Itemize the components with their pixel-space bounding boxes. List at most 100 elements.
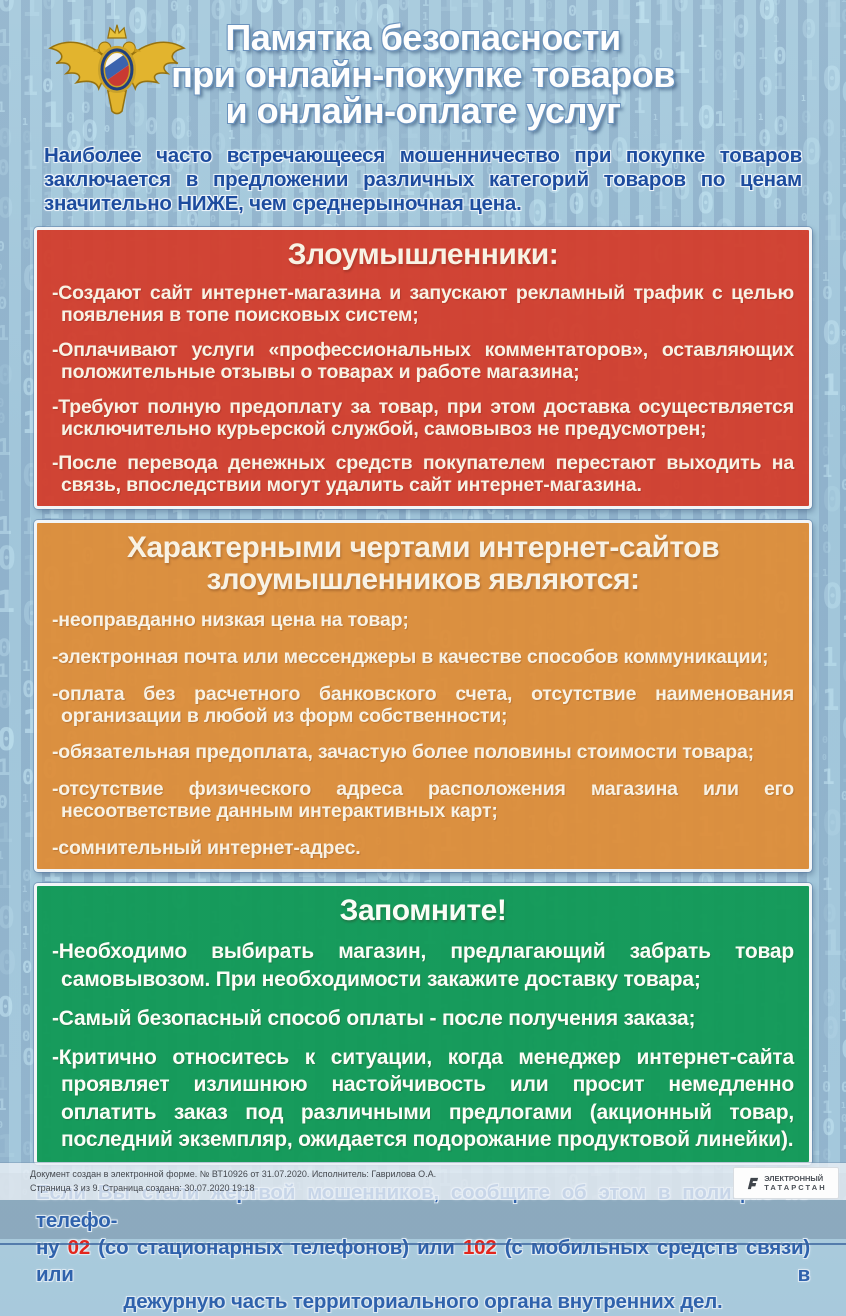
matrix-digit: 0 <box>333 136 348 164</box>
matrix-digit: 0 <box>633 170 648 198</box>
matrix-digit: 0 <box>697 168 707 186</box>
matrix-digit: 1 <box>422 34 441 70</box>
logo-line-2: ТАТАРСТАН <box>764 1183 827 1192</box>
matrix-digit: 0 <box>255 104 269 129</box>
matrix-digit: 1 <box>460 0 479 12</box>
matrix-digit: 0 <box>0 264 2 273</box>
matrix-digit: 0 <box>276 183 290 208</box>
matrix-digit: 0 <box>0 411 6 427</box>
matrix-digit: 1 <box>375 181 397 222</box>
matrix-digit: 1 <box>316 0 334 31</box>
matrix-digit: 1 <box>81 1 97 30</box>
matrix-digit: 1 <box>0 26 11 52</box>
matrix-digit: 1 <box>422 22 429 35</box>
matrix-digit: 0 <box>546 166 563 199</box>
matrix-digit: 1 <box>255 865 267 887</box>
matrix-digit: 0 <box>353 0 375 33</box>
matrix-digit: 0 <box>653 45 664 65</box>
matrix-digit: 0 <box>42 56 53 77</box>
matrix-digit: 1 <box>228 128 236 142</box>
matrix-digit: 0 <box>568 187 585 220</box>
matrix-digit: 1 <box>653 0 675 34</box>
list-item: -Самый безопасный способ оплаты - после … <box>52 1006 696 1030</box>
matrix-digit: 1 <box>255 33 265 51</box>
matrix-digit: 0 <box>210 127 227 160</box>
matrix-digit: 0 <box>398 58 417 93</box>
matrix-digit: 1 <box>0 435 11 461</box>
matrix-digit: 1 <box>504 73 517 97</box>
matrix-digit: 0 <box>228 0 250 24</box>
matrix-digit: 1 <box>0 585 16 620</box>
matrix-digit: 1 <box>316 189 326 208</box>
matrix-digit: 0 <box>186 186 197 207</box>
matrix-digit: 0 <box>127 165 144 198</box>
matrix-digit: 0 <box>66 169 83 200</box>
matrix-digit: 1 <box>66 0 76 6</box>
matrix-digit: 0 <box>276 23 286 42</box>
matrix-digit: 1 <box>546 157 552 167</box>
phone-number-102: 102 <box>462 1235 497 1259</box>
matrix-digit: 0 <box>375 167 382 180</box>
matrix-digit: 1 <box>546 43 555 59</box>
matrix-digit: 0 <box>0 539 17 577</box>
matrix-digit: 1 <box>22 71 39 102</box>
section-site-traits-title: Характерными чертами интернет-сайтов зло… <box>126 531 720 596</box>
matrix-digit: 0 <box>714 48 723 64</box>
matrix-digit: 1 <box>568 114 578 133</box>
matrix-digit: 0 <box>375 80 392 111</box>
matrix-digit: 1 <box>22 659 31 675</box>
matrix-digit: 1 <box>255 170 266 191</box>
phone-notice-text: (со стационарных телефонов) или <box>90 1235 463 1259</box>
matrix-digit: 0 <box>0 61 13 91</box>
matrix-digit: 0 <box>316 118 329 142</box>
matrix-digit: 1 <box>42 187 57 215</box>
matrix-digit: 0 <box>276 0 290 9</box>
matrix-digit: 1 <box>210 27 223 51</box>
matrix-digit: 1 <box>22 792 29 805</box>
section-site-traits: Характерными чертами интернет-сайтов зло… <box>34 520 812 872</box>
matrix-digit: 1 <box>353 73 370 106</box>
matrix-digit: 0 <box>228 506 238 525</box>
matrix-digit: 0 <box>0 0 16 19</box>
list-item: -После перевода денежных средств покупат… <box>52 452 794 497</box>
matrix-digit: 0 <box>504 111 519 139</box>
matrix-digit: 1 <box>504 4 515 25</box>
matrix-digit: 1 <box>0 321 10 345</box>
matrix-digit: 1 <box>504 152 525 192</box>
matrix-digit: 0 <box>398 21 404 31</box>
matrix-digit: 1 <box>42 147 52 165</box>
matrix-digit: 1 <box>228 83 235 96</box>
matrix-digit: 1 <box>170 180 183 204</box>
matrix-digit: 1 <box>398 107 420 147</box>
matrix-digit: 0 <box>422 156 440 190</box>
matrix-digit: 1 <box>0 849 4 862</box>
matrix-digit: 1 <box>653 113 658 122</box>
matrix-digit: 1 <box>22 182 36 208</box>
matrix-digit: 1 <box>673 102 690 133</box>
matrix-digit: 0 <box>0 792 8 813</box>
matrix-digit: 0 <box>210 214 217 225</box>
matrix-digit: 0 <box>673 0 690 18</box>
matrix-digit: 1 <box>22 0 41 24</box>
matrix-digit: 0 <box>422 188 435 212</box>
matrix-digit: 1 <box>353 195 361 209</box>
matrix-digit: 0 <box>486 0 499 7</box>
matrix-digit: 1 <box>714 22 727 46</box>
matrix-digit: 1 <box>486 183 497 203</box>
matrix-digit: 1 <box>633 0 651 30</box>
matrix-digit: 0 <box>398 0 410 15</box>
matrix-digit: 0 <box>0 685 13 714</box>
matrix-digit: 0 <box>610 131 630 169</box>
matrix-digit: 1 <box>22 45 32 63</box>
matrix-digit: 1 <box>0 1041 8 1062</box>
matrix-digit: 1 <box>697 32 708 52</box>
matrix-digit: 1 <box>546 88 568 128</box>
matrix-digit: 0 <box>186 144 195 160</box>
matrix-digit: 0 <box>0 943 17 982</box>
matrix-digit: 1 <box>422 0 430 9</box>
matrix-digit: 1 <box>170 202 187 235</box>
matrix-digit: 0 <box>145 115 159 140</box>
matrix-digit: 0 <box>0 156 10 180</box>
matrix-digit: 0 <box>0 240 5 255</box>
matrix-digit: 0 <box>22 1001 32 1019</box>
